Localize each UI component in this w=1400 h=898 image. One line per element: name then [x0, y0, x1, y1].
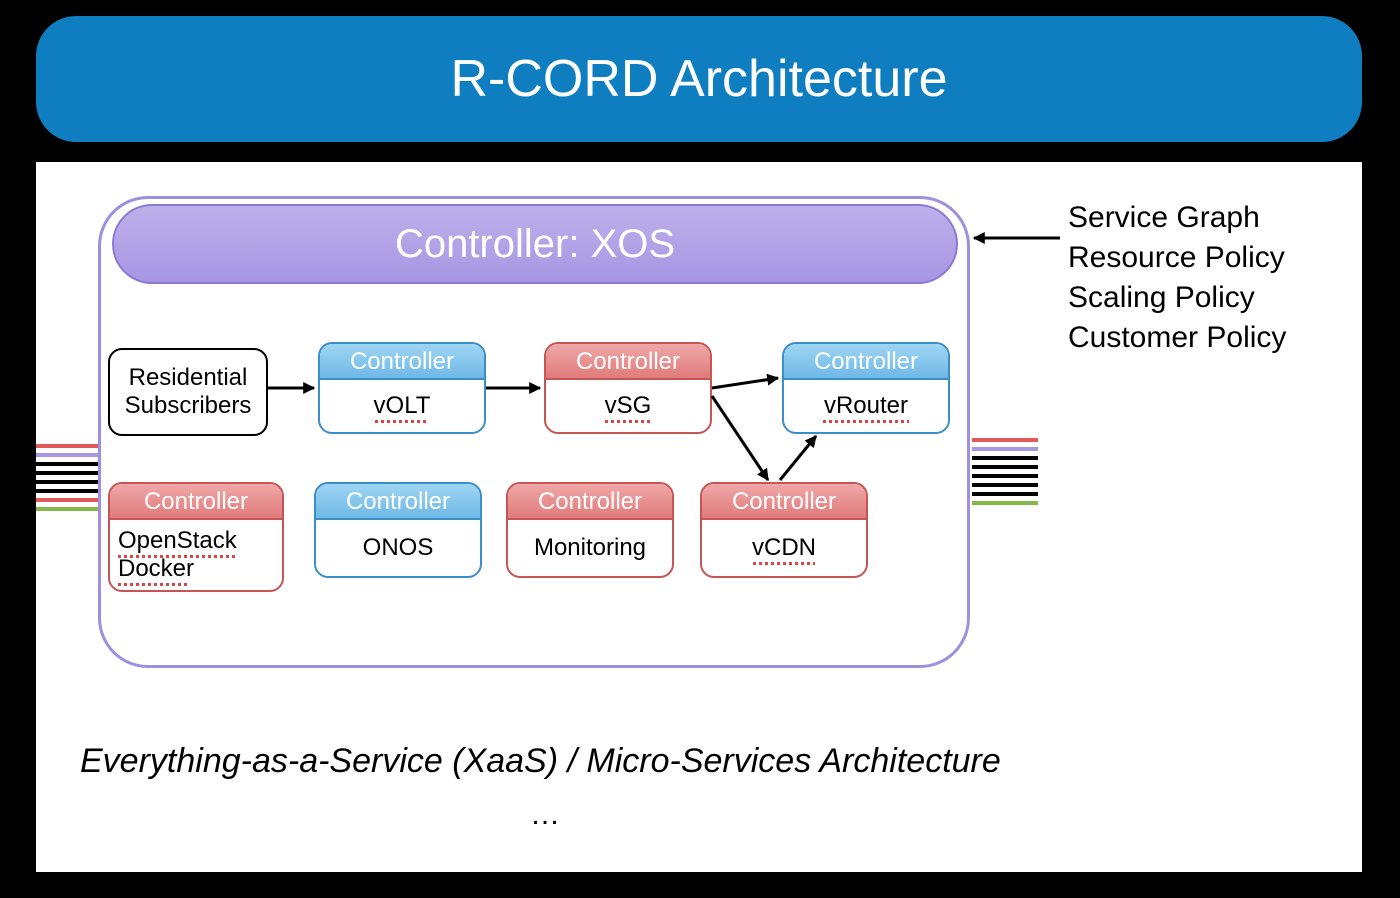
node-body-label: vOLT: [374, 392, 431, 419]
rail-line: [972, 456, 1038, 460]
title-bar: R-CORD Architecture: [36, 16, 1362, 142]
node-body-label: Monitoring: [534, 534, 646, 561]
node-body: vSG: [546, 380, 710, 432]
node-body-label: Docker: [118, 555, 194, 582]
node-openstack: ControllerOpenStackDocker: [108, 482, 284, 592]
policy-item: Scaling Policy: [1068, 278, 1286, 318]
caption-text: Everything-as-a-Service (XaaS) / Micro-S…: [80, 742, 1001, 781]
rail-line: [972, 474, 1038, 478]
node-vrouter: Controller vRouter: [782, 342, 950, 434]
node-body-label: OpenStack: [118, 527, 237, 554]
rail-line: [36, 498, 98, 502]
rail-line: [36, 507, 98, 511]
node-header: Controller: [110, 484, 282, 520]
spellcheck-squiggle: [605, 420, 651, 423]
node-body-label: vSG: [605, 392, 652, 419]
rail-line: [36, 453, 98, 457]
node-body: vRouter: [784, 380, 948, 432]
node-onos: Controller ONOS: [314, 482, 482, 578]
rail-line: [36, 444, 98, 448]
node-volt: Controller vOLT: [318, 342, 486, 434]
node-label: Subscribers: [125, 392, 252, 420]
node-header: Controller: [320, 344, 484, 380]
spellcheck-squiggle: [118, 583, 190, 586]
node-body: OpenStackDocker: [110, 520, 282, 590]
rail-line: [36, 489, 98, 493]
node-vsg: Controller vSG: [544, 342, 712, 434]
rail-line: [36, 462, 98, 466]
network-rails-left: [36, 444, 98, 511]
node-header: Controller: [702, 484, 866, 520]
policy-item: Service Graph: [1068, 198, 1286, 238]
rail-line: [972, 447, 1038, 451]
policy-item: Customer Policy: [1068, 318, 1286, 358]
spellcheck-squiggle: [823, 420, 909, 423]
ellipsis: …: [530, 798, 560, 832]
rail-line: [36, 480, 98, 484]
node-residential: ResidentialSubscribers: [108, 348, 268, 436]
policy-item: Resource Policy: [1068, 238, 1286, 278]
network-rails-right: [972, 438, 1038, 505]
controller-xos-label: Controller: XOS: [395, 222, 675, 267]
rail-line: [36, 471, 98, 475]
node-header: Controller: [546, 344, 710, 380]
node-body: vOLT: [320, 380, 484, 432]
node-header: Controller: [508, 484, 672, 520]
node-label: Residential: [129, 364, 248, 392]
node-body: Monitoring: [508, 520, 672, 576]
rail-line: [972, 492, 1038, 496]
node-body: vCDN: [702, 520, 866, 576]
node-body-label: vRouter: [824, 392, 908, 419]
rail-line: [972, 501, 1038, 505]
node-body-label: vCDN: [752, 534, 816, 561]
node-monitoring: Controller Monitoring: [506, 482, 674, 578]
rail-line: [972, 465, 1038, 469]
node-body: ONOS: [316, 520, 480, 576]
node-header: Controller: [784, 344, 948, 380]
node-body-label: ONOS: [363, 534, 434, 561]
policy-list: Service Graph Resource Policy Scaling Po…: [1068, 198, 1286, 358]
node-vcdn: Controller vCDN: [700, 482, 868, 578]
title-text: R-CORD Architecture: [451, 49, 948, 109]
spellcheck-squiggle: [375, 420, 429, 423]
spellcheck-squiggle: [753, 562, 815, 565]
rail-line: [972, 438, 1038, 442]
controller-xos-bar: Controller: XOS: [112, 204, 958, 284]
rail-line: [972, 483, 1038, 487]
node-header: Controller: [316, 484, 480, 520]
